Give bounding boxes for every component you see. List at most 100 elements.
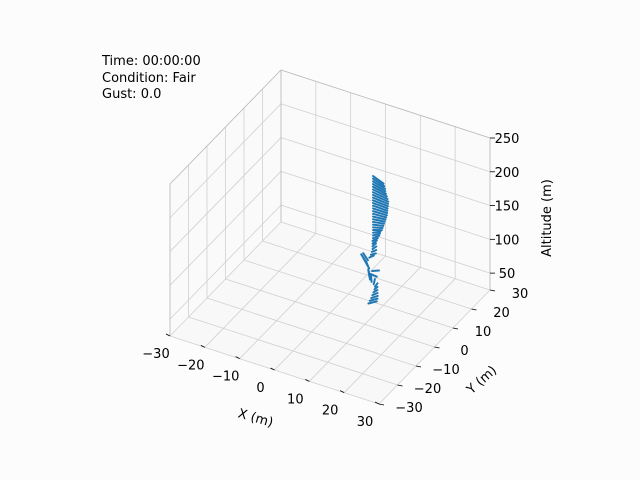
y-tick-label: 10 [475,325,492,340]
y-axis-label: Y (m) [463,363,500,398]
wind-vector [372,193,390,203]
x-tick-label: −20 [177,358,204,373]
wind-vector [367,268,371,278]
wind-vector [372,180,387,190]
wind-vector [372,226,384,229]
grid-line-y-floor [280,221,491,291]
x-tick-label: 0 [256,381,264,396]
x-axis-label: X (m) [236,406,275,430]
grid-line-y-floor [206,297,417,367]
wind-vector [369,272,378,278]
wind-vector [362,252,369,262]
z-tick-label: 200 [495,166,520,181]
x-tick [165,333,171,337]
grid-line-y-floor [188,316,398,386]
x-tick-label: −30 [142,347,169,362]
grid-line-z-leftwall [169,137,282,252]
wind-vector [372,183,387,193]
wind-vector [371,239,378,245]
wind-vector [368,254,375,259]
wind-vector [371,237,379,242]
pane-edge [169,69,282,185]
z-tick-label: 50 [499,267,516,282]
y-tick [415,365,422,368]
wind-vector [371,245,378,251]
y-tick [397,384,403,387]
pane-edge [280,69,491,139]
y-tick [434,346,440,349]
wind-vector [372,202,389,210]
grid-line-z-backwall [280,137,491,206]
x-tick [270,367,275,371]
wind-vector [372,220,386,225]
status-condition: Condition: Fair [102,70,196,86]
grid-line-z-backwall [280,204,491,274]
grid-line-z-leftwall [169,171,282,286]
wind-vector-series [360,175,390,305]
x-tick [200,344,206,348]
z-axis-label: Altitude (m) [540,179,555,257]
wind-vector [370,249,378,253]
wind-vector [370,294,379,300]
wind-vector [372,177,386,188]
grid-line-y-floor [225,278,435,348]
wind-vector [371,291,379,297]
wind-vector [368,297,379,302]
status-readout: Time: 00:00:00 Condition: Fair Gust: 0.0 [102,54,201,104]
wind-vector [372,207,389,214]
wind-vector [372,191,389,201]
axes-ticks: −30−20−100102030−30−20−10010203050100150… [142,132,528,430]
x-tick [235,356,240,360]
wind-vector [372,234,381,240]
wind-vector [372,212,388,219]
x-tick [339,390,345,394]
y-tick [471,308,477,311]
wind-vector [372,278,376,286]
wind-vector [372,215,387,221]
y-tick [489,289,496,292]
wind-vector [372,223,385,227]
z-tick-label: 100 [495,233,520,248]
y-tick-label: 0 [460,344,468,359]
y-tick-label: 30 [512,287,529,302]
wind-vector [371,269,381,273]
y-tick-label: −10 [432,363,459,378]
status-time: Time: 00:00:00 [102,54,201,69]
y-tick [378,403,385,406]
axes-edges [169,69,491,336]
wind-vector [372,204,389,212]
x-tick-label: 10 [287,392,304,407]
wind-vector [372,199,389,208]
z-tick-label: 250 [495,132,520,147]
x-tick-label: 30 [357,415,374,430]
grid-line-y-floor [262,240,472,310]
wind-vector [369,273,373,283]
status-gust: Gust: 0.0 [102,87,162,102]
wind-vector [372,185,388,195]
wind-vector [372,289,379,294]
axes-grid [169,69,491,405]
grid-line-z-leftwall [169,103,282,219]
x-tick-label: −10 [212,370,239,385]
wind-vector [371,242,378,248]
wind-vector [372,175,385,185]
y-tick [452,327,459,330]
grid-line-z-leftwall [169,204,282,320]
x-tick [374,401,380,405]
wind-vector [372,210,388,217]
wind-vector [373,285,379,291]
y-tick-label: −20 [414,382,441,397]
z-tick-label: 150 [495,200,520,215]
wind-vector [360,253,368,265]
y-tick-label: −30 [395,401,422,416]
wind-vector [372,232,381,237]
wind-vector [372,188,388,198]
grid-line-y-floor [243,259,454,329]
wind-vector [372,196,390,205]
wind-vector [373,282,379,288]
y-tick-label: 20 [493,306,510,321]
x-tick [305,378,310,382]
x-tick-label: 20 [322,404,339,419]
wind-vector [369,252,377,256]
